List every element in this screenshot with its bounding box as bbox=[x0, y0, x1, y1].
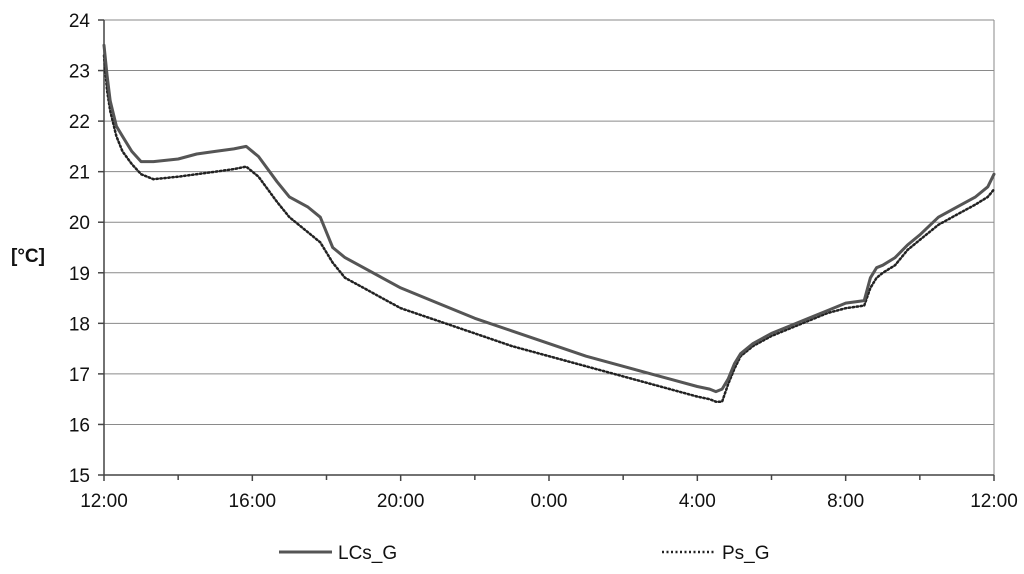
x-tick-label: 16:00 bbox=[229, 491, 277, 512]
y-axis-label: [°C] bbox=[11, 246, 45, 267]
y-tick-label: 24 bbox=[69, 11, 91, 32]
y-tick-label: 17 bbox=[69, 365, 90, 386]
legend: LCs_G Ps_G bbox=[279, 543, 770, 564]
x-tick-labels: 12:00 16:00 20:00 0:00 4:00 8:00 12:00 bbox=[80, 491, 1018, 512]
axes bbox=[98, 19, 995, 481]
legend-label-lcs-g: LCs_G bbox=[338, 543, 397, 564]
series-line-lcs-g bbox=[102, 43, 996, 394]
x-tick-label: 12:00 bbox=[970, 491, 1018, 512]
grid-lines bbox=[104, 19, 995, 475]
x-tick-label: 8:00 bbox=[827, 491, 864, 512]
y-tick-label: 20 bbox=[69, 213, 90, 234]
x-tick-label: 0:00 bbox=[531, 491, 568, 512]
series-line-ps-g bbox=[102, 54, 996, 403]
series-lines bbox=[102, 43, 996, 403]
y-tick-label: 23 bbox=[69, 62, 90, 83]
y-tick-label: 19 bbox=[69, 264, 90, 285]
y-tick-labels: 15 16 17 18 19 20 21 22 23 24 bbox=[69, 11, 91, 487]
x-tick-label: 4:00 bbox=[679, 491, 716, 512]
x-tick-label: 20:00 bbox=[377, 491, 425, 512]
y-tick-label: 21 bbox=[69, 163, 90, 184]
x-tick-label: 12:00 bbox=[80, 491, 128, 512]
y-tick-label: 18 bbox=[69, 314, 90, 335]
y-tick-label: 22 bbox=[69, 112, 90, 133]
y-tick-label: 15 bbox=[69, 466, 90, 487]
y-tick-label: 16 bbox=[69, 415, 90, 436]
legend-label-ps-g: Ps_G bbox=[722, 543, 770, 564]
